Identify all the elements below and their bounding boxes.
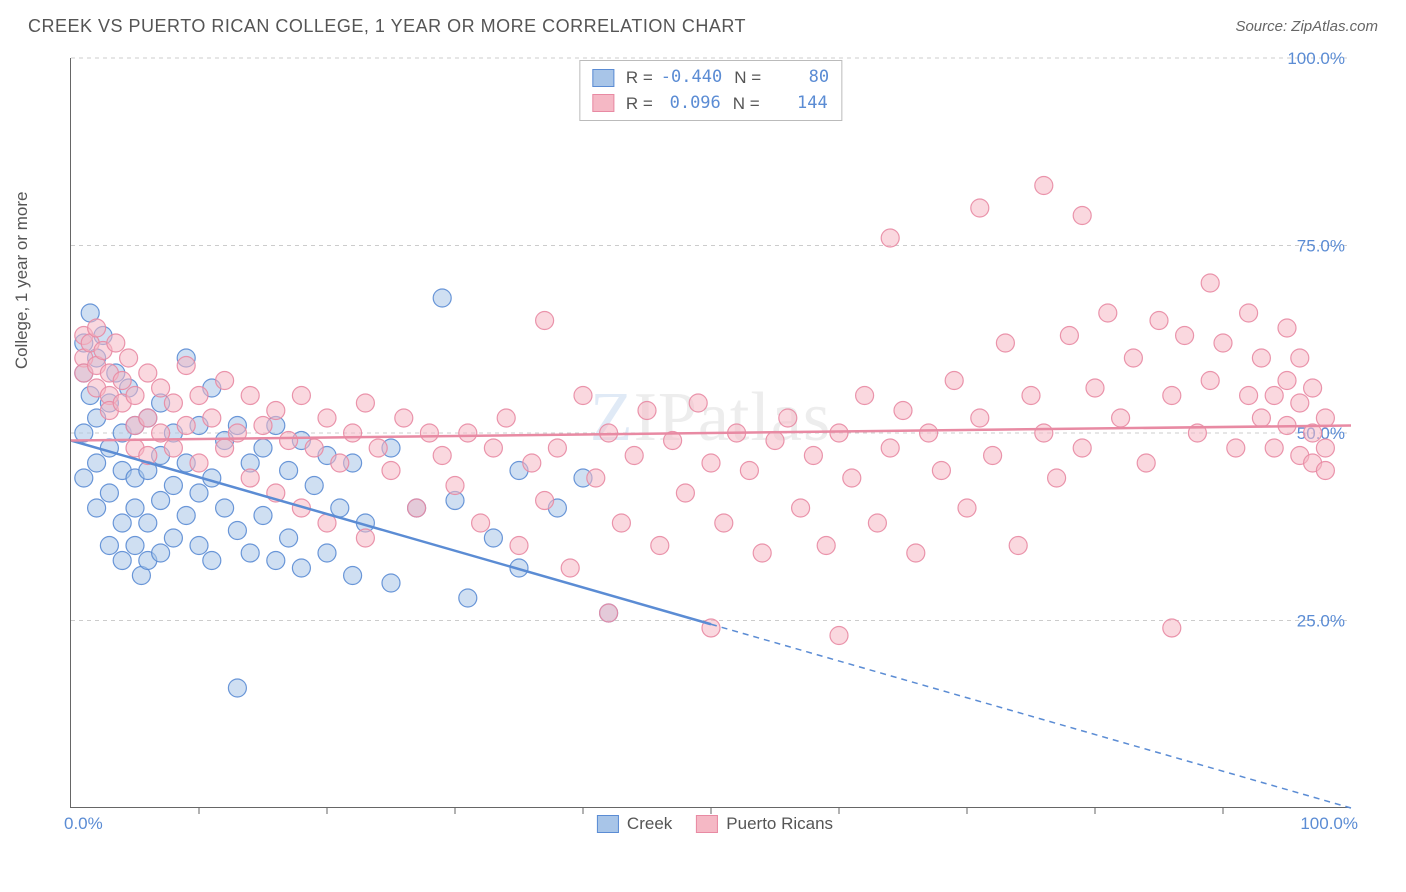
swatch-creek	[592, 69, 614, 87]
chart-container: College, 1 year or more ZIPatlas R = -0.…	[50, 58, 1380, 838]
svg-text:25.0%: 25.0%	[1297, 612, 1345, 631]
correlation-row-pr: R = 0.096 N = 144	[592, 91, 829, 117]
legend-label-pr: Puerto Ricans	[726, 814, 833, 834]
chart-header: CREEK VS PUERTO RICAN COLLEGE, 1 YEAR OR…	[0, 0, 1406, 45]
n-value-pr: 144	[768, 91, 828, 117]
scatter-plot-svg: 25.0%50.0%75.0%100.0%	[71, 58, 1350, 807]
r-value-creek: -0.440	[661, 65, 722, 91]
r-value-pr: 0.096	[661, 91, 721, 117]
y-axis-label: College, 1 year or more	[12, 192, 32, 370]
legend-swatch-creek	[597, 815, 619, 833]
x-max-label: 100.0%	[1300, 814, 1358, 834]
series-legend: Creek Puerto Ricans	[597, 814, 833, 834]
svg-text:75.0%: 75.0%	[1297, 237, 1345, 256]
chart-source: Source: ZipAtlas.com	[1235, 18, 1378, 35]
swatch-pr	[592, 94, 614, 112]
n-value-creek: 80	[769, 65, 829, 91]
correlation-row-creek: R = -0.440 N = 80	[592, 65, 829, 91]
legend-item-pr: Puerto Ricans	[696, 814, 833, 834]
correlation-legend: R = -0.440 N = 80 R = 0.096 N = 144	[579, 60, 842, 121]
svg-text:100.0%: 100.0%	[1287, 49, 1345, 68]
plot-area: ZIPatlas R = -0.440 N = 80 R = 0.096 N =…	[70, 58, 1350, 808]
legend-swatch-pr	[696, 815, 718, 833]
legend-label-creek: Creek	[627, 814, 672, 834]
x-min-label: 0.0%	[64, 814, 103, 834]
chart-title: CREEK VS PUERTO RICAN COLLEGE, 1 YEAR OR…	[28, 16, 746, 37]
legend-item-creek: Creek	[597, 814, 672, 834]
